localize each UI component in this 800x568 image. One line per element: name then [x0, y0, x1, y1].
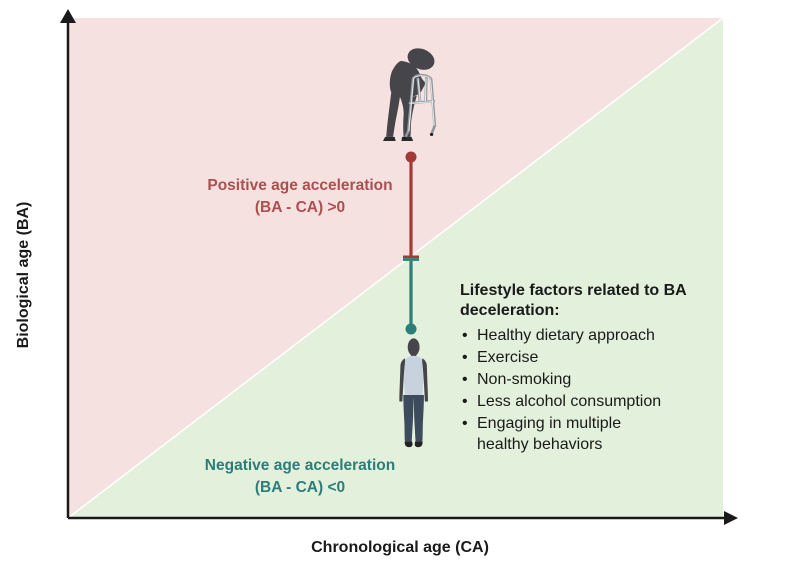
svg-text:Biological age (BA): Biological age (BA)	[15, 202, 32, 349]
svg-text:Chronological age (CA): Chronological age (CA)	[311, 539, 489, 556]
svg-text:Negative age acceleration: Negative age acceleration	[205, 457, 395, 474]
svg-text:(BA - CA) >0: (BA - CA) >0	[255, 199, 345, 216]
svg-text:Positive age acceleration: Positive age acceleration	[207, 177, 392, 194]
svg-text:(BA - CA) <0: (BA - CA) <0	[255, 479, 345, 496]
